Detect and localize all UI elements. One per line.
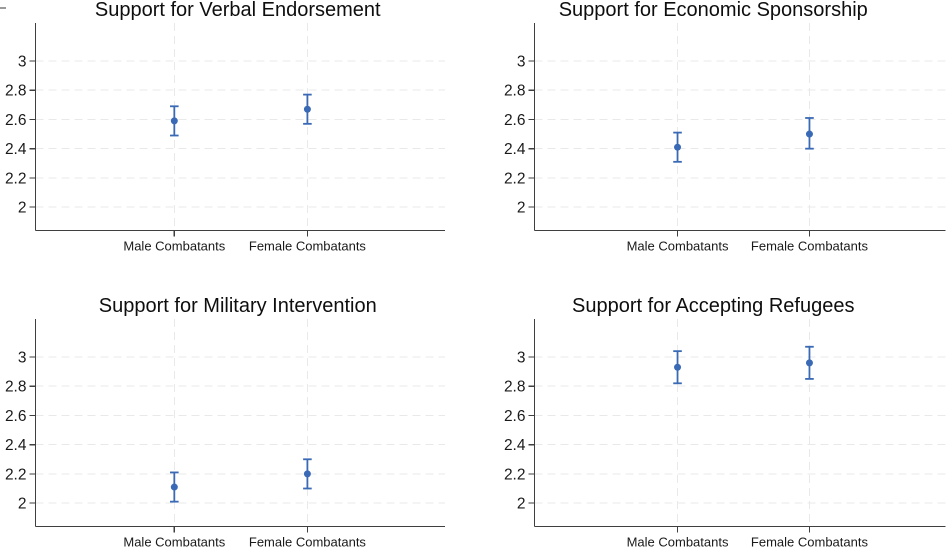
point-marker [303, 105, 311, 113]
y-tick-label: 2.6 [503, 112, 525, 129]
y-tick-label: 2.4 [503, 141, 525, 158]
y-tick-label: 2 [516, 200, 525, 217]
plot-accepting-refugees: 2 2.2 2.4 2.6 2.8 3 Male Combatants Female Comb… [503, 318, 945, 549]
panel-accepting-refugees: Support for Accepting Refugees 2 2.2 2.4 2.… [476, 276, 951, 551]
x-category-label: Male Combatants [626, 534, 728, 549]
point-marker [170, 483, 178, 491]
y-tick-label: 2.8 [503, 83, 525, 100]
panel-title: Support for Verbal Endorsement [94, 0, 381, 21]
y-tick-label: 3 [18, 53, 27, 70]
stray-mark [0, 7, 6, 9]
y-tick-label: 2.2 [503, 170, 525, 187]
x-category-label: Female Combatants [750, 239, 868, 254]
x-category-label: Female Combatants [249, 534, 367, 549]
x-category-label: Male Combatants [123, 239, 225, 254]
panel-title: Support for Accepting Refugees [572, 294, 855, 317]
y-tick-label: 3 [18, 349, 27, 366]
y-tick-label: 2.2 [5, 170, 27, 187]
x-category-label: Female Combatants [249, 239, 367, 254]
point-marker [303, 469, 311, 477]
point-marker [805, 358, 813, 366]
point-marker [673, 143, 681, 151]
point-marker [673, 363, 681, 371]
y-tick-label: 2.6 [5, 112, 27, 129]
point-marker [805, 130, 813, 138]
point-marker [170, 117, 178, 125]
x-category-label: Male Combatants [626, 239, 728, 254]
y-tick-label: 2.8 [5, 378, 27, 395]
y-tick-label: 2.6 [503, 407, 525, 424]
plot-economic-sponsorship: 2 2.2 2.4 2.6 2.8 3 Male Combatants Female Comb… [503, 23, 945, 254]
y-tick-label: 2.4 [5, 437, 27, 454]
panel-title: Support for Military Intervention [98, 294, 377, 317]
y-tick-label: 2 [18, 495, 27, 512]
y-tick-label: 2.4 [5, 141, 27, 158]
y-tick-label: 2.2 [503, 466, 525, 483]
plot-verbal-endorsement: 2 2.2 2.4 2.6 2.8 3 Male Combatants Female Comb… [5, 23, 445, 254]
x-category-label: Female Combatants [750, 534, 868, 549]
y-tick-label: 2.4 [503, 437, 525, 454]
plot-military-intervention: 2 2.2 2.4 2.6 2.8 3 Male Combatants Female Comb… [5, 318, 445, 549]
y-tick-label: 2.8 [5, 83, 27, 100]
x-category-label: Male Combatants [123, 534, 225, 549]
y-tick-label: 3 [516, 349, 525, 366]
y-tick-label: 2.6 [5, 407, 27, 424]
panel-title: Support for Economic Sponsorship [558, 0, 868, 21]
panel-military-intervention: Support for Military Intervention 2 2.2 2.… [0, 276, 476, 551]
y-tick-label: 2 [18, 200, 27, 217]
y-tick-label: 2.8 [503, 378, 525, 395]
y-tick-label: 2.2 [5, 466, 27, 483]
y-tick-label: 3 [516, 53, 525, 70]
y-tick-label: 2 [516, 495, 525, 512]
panel-economic-sponsorship: Support for Economic Sponsorship 2 2.2 2.4… [476, 0, 951, 276]
panel-verbal-endorsement: Support for Verbal Endorsement 2 2.2 2.4 2.… [0, 0, 476, 276]
